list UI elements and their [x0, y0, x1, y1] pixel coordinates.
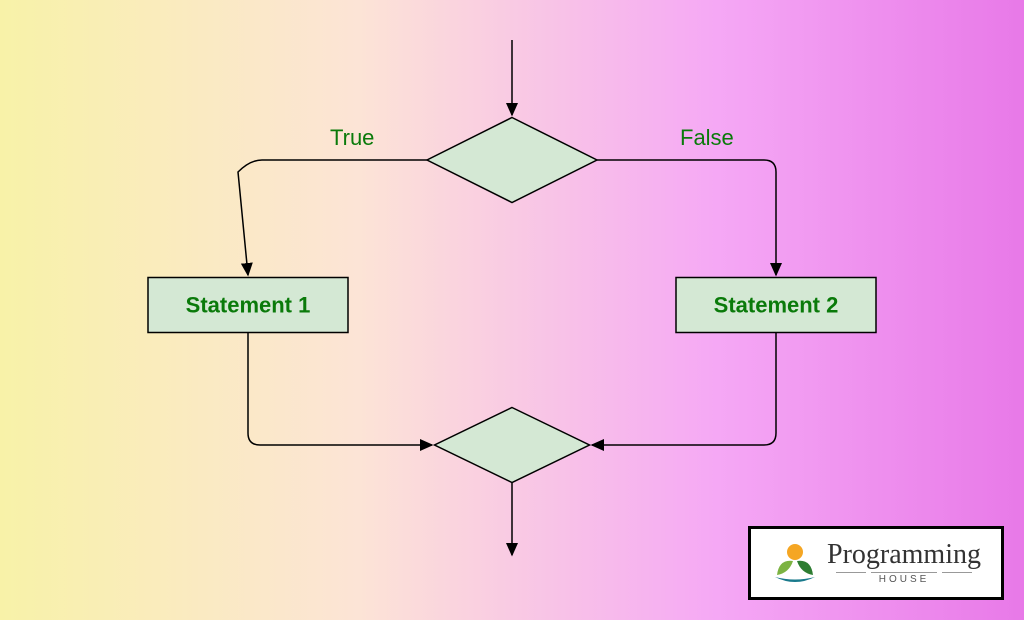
- node-label-stmt2: Statement 2: [714, 293, 839, 318]
- edge-label-false_branch: False: [680, 125, 734, 150]
- edge-stmt2_to_merge: [592, 333, 776, 445]
- logo-subtitle-text: HOUSE: [871, 572, 938, 585]
- logo-brand-text: Programming: [827, 541, 981, 569]
- logo-icon: [771, 539, 819, 587]
- node-decision_bottom: [435, 408, 590, 483]
- edge-true_branch: [238, 160, 427, 275]
- edge-stmt1_to_merge: [248, 333, 432, 445]
- node-label-stmt1: Statement 1: [186, 293, 311, 318]
- edge-false_branch: [597, 160, 776, 275]
- node-decision_top: [427, 118, 597, 203]
- logo-watermark: Programming HOUSE: [748, 526, 1004, 600]
- edge-label-true_branch: True: [330, 125, 374, 150]
